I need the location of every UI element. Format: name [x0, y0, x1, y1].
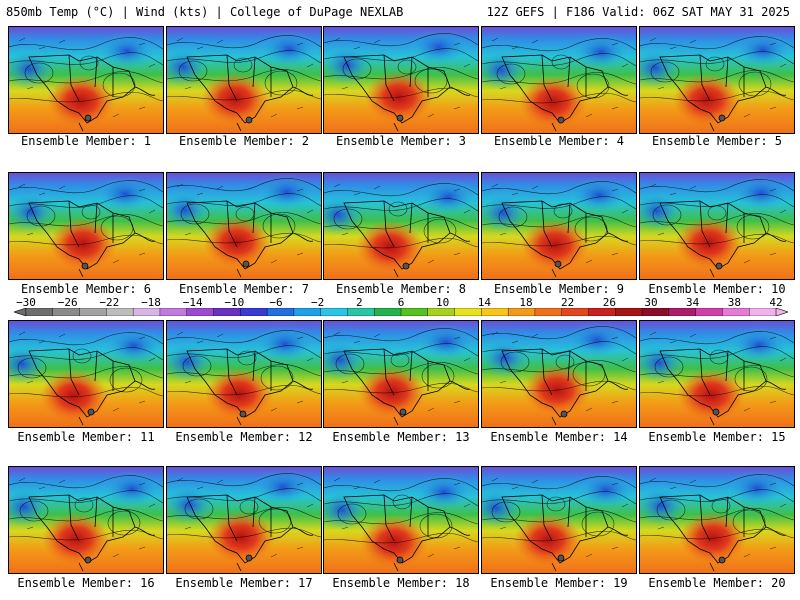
colorbar-arrow-low — [14, 308, 27, 316]
ensemble-member-map — [166, 172, 322, 280]
colorbar-arrow-high — [775, 308, 788, 316]
colorbar-ticks: −30 −26 −22 −18 −14 −10 −6 −2 2 6 10 14 18 22 26 30 34 38… — [14, 296, 788, 309]
ensemble-member-map — [8, 320, 164, 428]
ensemble-member-label: Ensemble Member: 14 — [490, 430, 628, 444]
map-title: 850mb Temp (°C) | Wind (kts) | College o… — [6, 5, 404, 19]
colorbar-swatch — [320, 308, 348, 316]
ensemble-member-map — [481, 172, 637, 280]
colorbar-tick-label: 26 — [602, 296, 616, 309]
colorbar-swatch — [213, 308, 241, 316]
colorbar-swatch — [293, 308, 322, 316]
colorbar-tick-label: −26 — [57, 296, 78, 309]
ensemble-member-label: Ensemble Member: 4 — [493, 134, 625, 148]
colorbar-swatch — [25, 308, 54, 316]
colorbar-swatch — [266, 308, 295, 316]
ensemble-member-map — [639, 26, 795, 134]
ensemble-member-label: Ensemble Member: 10 — [648, 282, 786, 296]
colorbar-swatch — [641, 308, 670, 316]
ensemble-member-label: Ensemble Member: 12 — [175, 430, 313, 444]
run-valid-time: 12Z GEFS | F186 Valid: 06Z SAT MAY 31 20… — [486, 5, 790, 19]
colorbar-tick-label: −18 — [141, 296, 161, 309]
colorbar-swatch — [507, 308, 536, 316]
colorbar-swatch — [534, 308, 563, 316]
colorbar-swatch — [79, 308, 107, 316]
colorbar-tick-label: −6 — [269, 296, 283, 309]
colorbar-swatch — [132, 308, 161, 316]
ensemble-member-label: Ensemble Member: 7 — [178, 282, 310, 296]
colorbar-swatch — [615, 308, 643, 316]
colorbar-swatch — [427, 308, 456, 316]
ensemble-member-label: Ensemble Member: 2 — [178, 134, 310, 148]
temperature-colorbar: −30 −26 −22 −18 −14 −10 −6 −2 2 6 10 14 18 22 26 30 34 38… — [14, 296, 788, 322]
ensemble-member-label: Ensemble Member: 16 — [17, 576, 155, 590]
colorbar-swatch — [374, 308, 402, 316]
colorbar-swatch — [400, 308, 429, 316]
ensemble-member-map — [481, 466, 637, 574]
ensemble-member-label: Ensemble Member: 17 — [175, 576, 313, 590]
ensemble-member-map — [639, 466, 795, 574]
ensemble-member-map — [323, 26, 479, 134]
ensemble-member-label: Ensemble Member: 11 — [17, 430, 155, 444]
colorbar-tick-label: −2 — [311, 296, 325, 309]
ensemble-member-map — [323, 466, 479, 574]
ensemble-member-map — [8, 26, 164, 134]
colorbar-tick-label: 38 — [727, 296, 741, 309]
colorbar-tick-label: −30 — [16, 296, 36, 309]
ensemble-member-map — [481, 26, 637, 134]
ensemble-member-label: Ensemble Member: 20 — [648, 576, 786, 590]
colorbar-swatch — [106, 308, 134, 316]
ensemble-member-map — [166, 320, 322, 428]
colorbar-tick-label: −10 — [224, 296, 245, 309]
colorbar-tick-label: 42 — [769, 296, 783, 309]
colorbar-swatch — [454, 308, 482, 316]
colorbar-tick-label: 18 — [519, 296, 533, 309]
colorbar-tick-label: 2 — [356, 296, 363, 309]
colorbar-swatch — [347, 308, 375, 316]
colorbar-tick-label: 22 — [561, 296, 575, 309]
colorbar-swatch — [722, 308, 750, 316]
ensemble-member-label: Ensemble Member: 3 — [335, 134, 467, 148]
ensemble-member-map — [639, 320, 795, 428]
ensemble-member-label: Ensemble Member: 6 — [20, 282, 152, 296]
ensemble-member-label: Ensemble Member: 9 — [493, 282, 625, 296]
ensemble-member-map — [8, 172, 164, 280]
colorbar-scale — [14, 308, 788, 316]
ensemble-member-label: Ensemble Member: 1 — [20, 134, 152, 148]
ensemble-member-label: Ensemble Member: 8 — [335, 282, 467, 296]
colorbar-swatch — [749, 308, 777, 316]
colorbar-swatch — [240, 308, 268, 316]
colorbar-tick-label: 34 — [686, 296, 700, 309]
colorbar-swatch — [588, 308, 616, 316]
ensemble-member-label: Ensemble Member: 18 — [332, 576, 470, 590]
ensemble-member-label: Ensemble Member: 5 — [651, 134, 783, 148]
colorbar-tick-label: −14 — [182, 296, 203, 309]
colorbar-tick-label: 30 — [644, 296, 658, 309]
ensemble-member-map — [166, 466, 322, 574]
colorbar-tick-label: −22 — [99, 296, 120, 309]
ensemble-member-map — [481, 320, 637, 428]
ensemble-member-label: Ensemble Member: 19 — [490, 576, 628, 590]
colorbar-tick-label: 6 — [397, 296, 405, 309]
colorbar-swatch — [561, 308, 590, 316]
ensemble-member-map — [639, 172, 795, 280]
colorbar-swatch — [186, 308, 214, 316]
ensemble-member-map — [8, 466, 164, 574]
colorbar-tick-label: 10 — [436, 296, 450, 309]
colorbar-swatch — [695, 308, 723, 316]
ensemble-member-label: Ensemble Member: 15 — [648, 430, 786, 444]
ensemble-member-label: Ensemble Member: 13 — [332, 430, 470, 444]
colorbar-swatch — [481, 308, 509, 316]
colorbar-swatch — [668, 308, 697, 316]
ensemble-member-map — [323, 320, 479, 428]
map-header: 850mb Temp (°C) | Wind (kts) | College o… — [0, 0, 800, 22]
ensemble-member-map — [166, 26, 322, 134]
ensemble-member-map — [323, 172, 479, 280]
colorbar-swatch — [159, 308, 188, 316]
colorbar-tick-label: 14 — [477, 296, 491, 309]
colorbar-swatch — [52, 308, 81, 316]
